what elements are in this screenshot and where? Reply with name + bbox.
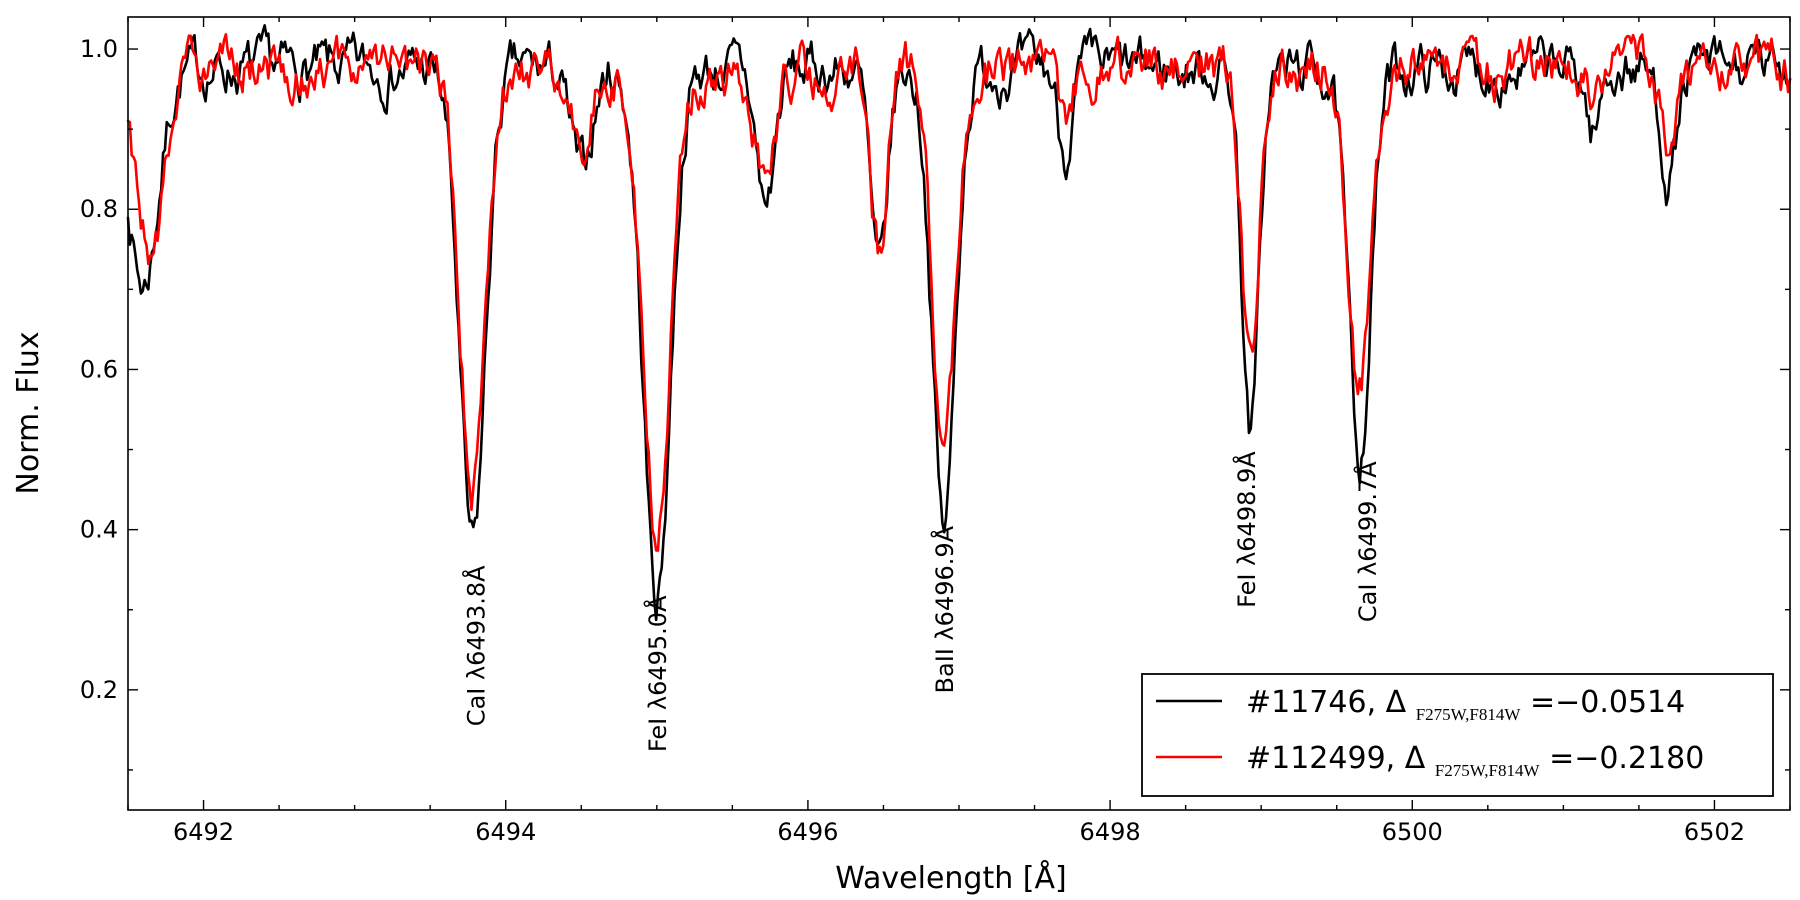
y-axis-label: Norm. Flux bbox=[11, 331, 46, 494]
y-tick-label: 1.0 bbox=[80, 35, 118, 63]
x-tick-label: 6498 bbox=[1080, 818, 1141, 846]
x-axis-label: Wavelength [Å] bbox=[835, 860, 1066, 896]
line-annotations: CaI λ6493.8Å FeI λ6495.0Å BaII λ6496.9Å FeI… bbox=[462, 451, 1382, 752]
legend-sub-112499: F275W,F814W bbox=[1435, 761, 1541, 780]
y-tick-label: 0.2 bbox=[80, 676, 118, 704]
line-annotation: CaI λ6493.8Å bbox=[462, 565, 491, 726]
y-tick-label: 0.8 bbox=[80, 195, 118, 223]
legend-sub-11746: F275W,F814W bbox=[1416, 705, 1522, 724]
x-tick-label: 6494 bbox=[475, 818, 536, 846]
y-axis-title: Norm. Flux bbox=[11, 331, 46, 494]
plot-frame bbox=[127, 16, 1791, 811]
legend-box bbox=[1141, 673, 1774, 797]
x-tick-label: 6502 bbox=[1684, 818, 1745, 846]
line-annotation: BaII λ6496.9Å bbox=[930, 525, 959, 693]
spectrum-line-11746 bbox=[126, 24, 1792, 622]
line-annotation: FeI λ6495.0Å bbox=[643, 595, 672, 752]
ticks-layer: 6492 6494 6496 6498 6500 6502 0.2 0.4 0.6 0.8 1.0 bbox=[80, 17, 1791, 846]
legend: #11746, Δ F275W,F814W =−0.0514 #112499, … bbox=[1141, 673, 1774, 797]
series-layer bbox=[126, 24, 1792, 622]
spectrum-line-112499 bbox=[126, 33, 1792, 552]
line-annotation: FeI λ6498.9Å bbox=[1232, 451, 1261, 608]
legend-star-11746: #11746, Δ bbox=[1246, 685, 1407, 720]
x-tick-label: 6492 bbox=[173, 818, 234, 846]
legend-value-11746: =−0.0514 bbox=[1530, 685, 1685, 720]
y-tick-label: 0.6 bbox=[80, 355, 118, 383]
x-axis-title: Wavelength [Å] bbox=[835, 860, 1066, 896]
x-tick-label: 6500 bbox=[1382, 818, 1443, 846]
legend-label-11746: #11746, Δ F275W,F814W =−0.0514 bbox=[1246, 685, 1685, 728]
x-tick-label: 6496 bbox=[777, 818, 838, 846]
legend-value-112499: =−0.2180 bbox=[1549, 741, 1704, 776]
y-tick-label: 0.4 bbox=[80, 516, 118, 544]
line-annotation: CaI λ6499.7Å bbox=[1353, 461, 1382, 622]
legend-star-112499: #112499, Δ bbox=[1246, 741, 1426, 776]
legend-label-112499: #112499, Δ F275W,F814W =−0.2180 bbox=[1246, 741, 1704, 784]
